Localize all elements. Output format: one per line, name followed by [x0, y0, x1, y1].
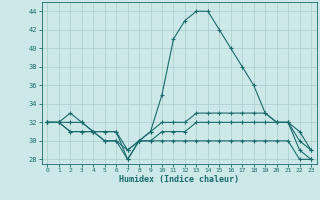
X-axis label: Humidex (Indice chaleur): Humidex (Indice chaleur): [119, 175, 239, 184]
